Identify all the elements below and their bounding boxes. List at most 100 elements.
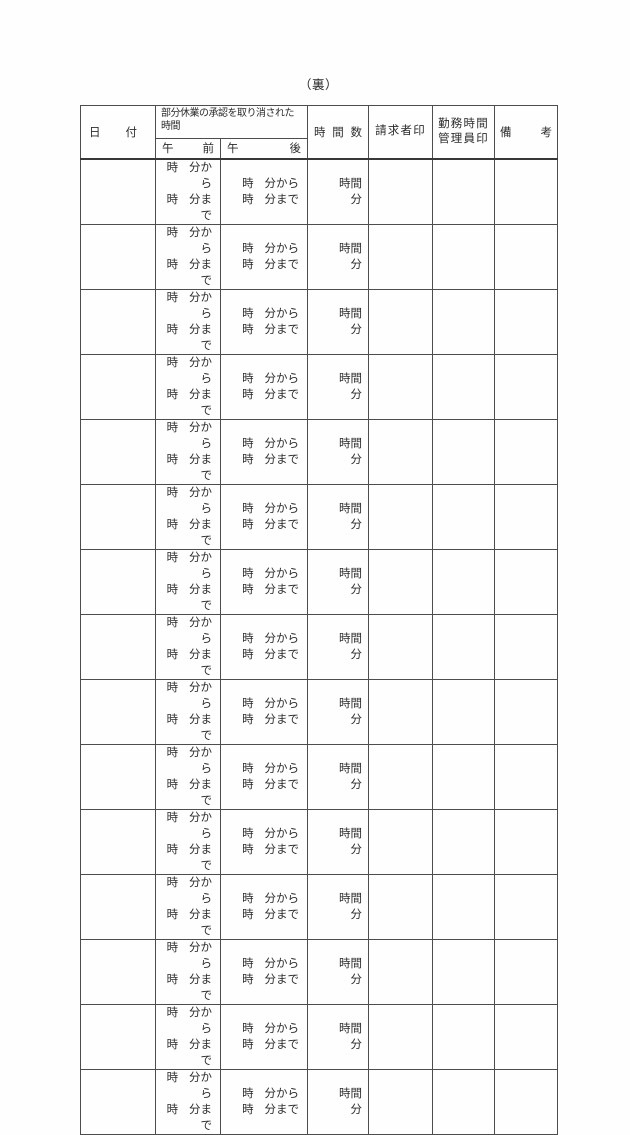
manager-seal-cell: [432, 353, 495, 420]
pm-time-cell: 時 分から 時 分まで: [220, 353, 308, 420]
table-row: 時 分から 時 分まで 時 分から 時 分まで 時間 分: [80, 1068, 558, 1135]
date-cell: [80, 743, 156, 810]
claimant-seal-cell: [368, 223, 433, 290]
date-cell: [80, 613, 156, 680]
remarks-cell: [494, 743, 558, 810]
pm-time-from: 時 分から: [242, 1087, 299, 1100]
manager-seal-cell: [432, 938, 495, 1005]
pm-time-cell: 時 分から 時 分まで: [220, 483, 308, 550]
minutes-unit-label: 分: [350, 843, 363, 856]
remarks-cell: [494, 613, 558, 680]
table-row: 時 分から 時 分まで 時 分から 時 分まで 時間 分: [80, 678, 558, 745]
table-row: 時 分から 時 分まで 時 分から 時 分まで 時間 分: [80, 548, 558, 615]
hours-unit-label: 時間: [339, 307, 362, 320]
manager-seal-cell: [432, 1068, 495, 1135]
date-cell: [80, 808, 156, 875]
hours-cell: 時間 分: [307, 938, 369, 1005]
date-cell: [80, 678, 156, 745]
pm-time-cell: 時 分から 時 分まで: [220, 1003, 308, 1070]
pm-time-to: 時 分まで: [242, 583, 299, 596]
pm-time-cell: 時 分から 時 分まで: [220, 873, 308, 940]
header-hours: 時 間 数: [307, 105, 369, 160]
table-row: 時 分から 時 分まで 時 分から 時 分まで 時間 分: [80, 938, 558, 1005]
header-date-label: 日 付: [89, 126, 137, 139]
claimant-seal-cell: [368, 808, 433, 875]
manager-seal-cell: [432, 743, 495, 810]
header-remarks-label: 備 考: [500, 126, 552, 139]
manager-seal-cell: [432, 873, 495, 940]
am-time-cell: 時 分から 時 分まで: [155, 223, 221, 290]
am-time-cell: 時 分から 時 分まで: [155, 158, 221, 225]
pm-time-from: 時 分から: [242, 892, 299, 905]
am-time-to: 時 分まで: [166, 518, 212, 547]
table-row: 時 分から 時 分まで 時 分から 時 分まで 時間 分: [80, 808, 558, 875]
table-row: 時 分から 時 分まで 時 分から 時 分まで 時間 分: [80, 418, 558, 485]
manager-seal-cell: [432, 808, 495, 875]
am-time-from: 時 分から: [166, 551, 212, 580]
am-time-from: 時 分から: [166, 746, 212, 775]
am-time-from: 時 分から: [166, 161, 212, 190]
hours-unit-label: 時間: [339, 632, 362, 645]
pm-time-cell: 時 分から 時 分まで: [220, 158, 308, 225]
am-time-to: 時 分まで: [166, 973, 212, 1002]
pm-time-cell: 時 分から 時 分まで: [220, 548, 308, 615]
manager-seal-cell: [432, 223, 495, 290]
pm-time-from: 時 分から: [242, 307, 299, 320]
pm-time-to: 時 分まで: [242, 323, 299, 336]
pm-time-cell: 時 分から 時 分まで: [220, 808, 308, 875]
pm-time-cell: 時 分から 時 分まで: [220, 613, 308, 680]
pm-time-from: 時 分から: [242, 957, 299, 970]
hours-unit-label: 時間: [339, 177, 362, 190]
hours-unit-label: 時間: [339, 242, 362, 255]
table-row: 時 分から 時 分まで 時 分から 時 分まで 時間 分: [80, 353, 558, 420]
minutes-unit-label: 分: [350, 583, 363, 596]
header-am-label: 午 前: [162, 143, 214, 156]
pm-time-to: 時 分まで: [242, 388, 299, 401]
pm-time-from: 時 分から: [242, 242, 299, 255]
date-cell: [80, 1003, 156, 1070]
hours-unit-label: 時間: [339, 567, 362, 580]
pm-time-to: 時 分まで: [242, 258, 299, 271]
table-row: 時 分から 時 分まで 時 分から 時 分まで 時間 分: [80, 1003, 558, 1070]
pm-time-from: 時 分から: [242, 567, 299, 580]
header-date: 日 付: [80, 105, 156, 160]
claimant-seal-cell: [368, 353, 433, 420]
am-time-to: 時 分まで: [166, 323, 212, 352]
am-time-from: 時 分から: [166, 421, 212, 450]
claimant-seal-cell: [368, 418, 433, 485]
remarks-cell: [494, 1068, 558, 1135]
am-time-cell: 時 分から 時 分まで: [155, 1003, 221, 1070]
hours-unit-label: 時間: [339, 1022, 362, 1035]
claimant-seal-cell: [368, 158, 433, 225]
am-time-from: 時 分から: [166, 876, 212, 905]
header-hours-label: 時 間 数: [314, 126, 362, 139]
table-row: 時 分から 時 分まで 時 分から 時 分まで 時間 分: [80, 483, 558, 550]
am-time-from: 時 分から: [166, 1006, 212, 1035]
date-cell: [80, 158, 156, 225]
am-time-cell: 時 分から 時 分まで: [155, 808, 221, 875]
pm-time-from: 時 分から: [242, 632, 299, 645]
header-claimant-seal: 請求者印: [368, 105, 433, 160]
hours-cell: 時間 分: [307, 353, 369, 420]
hours-unit-label: 時間: [339, 957, 362, 970]
am-time-from: 時 分から: [166, 941, 212, 970]
hours-cell: 時間 分: [307, 418, 369, 485]
table-row: 時 分から 時 分まで 時 分から 時 分まで 時間 分: [80, 288, 558, 355]
header-pm: 午 後: [220, 138, 308, 160]
pm-time-to: 時 分まで: [242, 843, 299, 856]
date-cell: [80, 938, 156, 1005]
pm-time-cell: 時 分から 時 分まで: [220, 1068, 308, 1135]
remarks-cell: [494, 483, 558, 550]
am-time-cell: 時 分から 時 分まで: [155, 548, 221, 615]
header-am: 午 前: [155, 138, 221, 160]
manager-seal-cell: [432, 418, 495, 485]
pm-time-cell: 時 分から 時 分まで: [220, 418, 308, 485]
am-time-to: 時 分まで: [166, 908, 212, 937]
partial-leave-cancellation-table: 日 付 部分休業の承認を取り消された 時間 時 間 数 請求者印 勤務時間 管理…: [80, 105, 558, 1135]
table-body: 時 分から 時 分まで 時 分から 時 分まで 時間 分 時 分から 時 分まで…: [80, 158, 558, 1135]
remarks-cell: [494, 678, 558, 745]
date-cell: [80, 548, 156, 615]
minutes-unit-label: 分: [350, 258, 363, 271]
claimant-seal-cell: [368, 288, 433, 355]
pm-time-to: 時 分まで: [242, 1103, 299, 1116]
